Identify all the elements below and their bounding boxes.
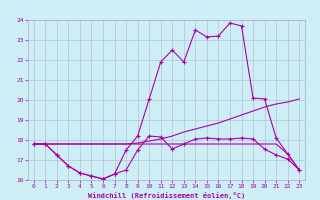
X-axis label: Windchill (Refroidissement éolien,°C): Windchill (Refroidissement éolien,°C) [88,192,245,199]
